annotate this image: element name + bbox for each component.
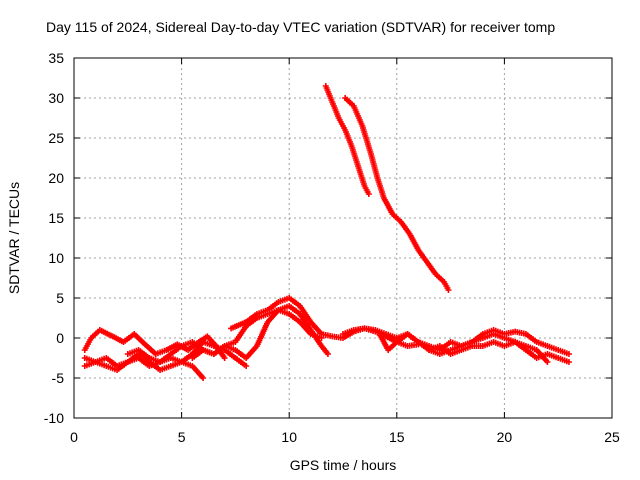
trace-segment [434, 272, 446, 284]
data-point [365, 191, 372, 197]
trace-segment [406, 332, 420, 344]
y-tick-label: 25 [48, 130, 64, 146]
trace-segment [319, 344, 330, 356]
trace-segment [169, 344, 183, 356]
series-arc-9 [426, 331, 551, 365]
trace-segment [425, 260, 438, 276]
data-point [200, 375, 207, 381]
x-tick-label: 25 [604, 429, 620, 445]
series-arc-11 [342, 95, 452, 293]
trace-segment [416, 248, 429, 264]
trace-segment [223, 348, 237, 360]
series-arc-5 [189, 307, 325, 361]
y-tick-label: 35 [48, 50, 64, 66]
y-tick-label: 10 [48, 250, 64, 266]
trace-segment [442, 281, 451, 291]
trace-segment [298, 304, 313, 324]
trace-segment [122, 332, 136, 344]
trace-segment [234, 348, 248, 360]
x-tick-label: 20 [497, 429, 513, 445]
chart-title: Day 115 of 2024, Sidereal Day-to-day VTE… [46, 19, 555, 35]
trace-segment [158, 352, 172, 364]
y-tick-label: 0 [56, 330, 64, 346]
trace-segment [395, 332, 409, 344]
trace-segment [524, 332, 538, 344]
y-tick-label: -5 [52, 370, 65, 386]
x-tick-label: 5 [178, 429, 186, 445]
y-tick-label: 30 [48, 90, 64, 106]
trace-segment [399, 220, 412, 236]
trace-segment [180, 352, 194, 364]
trace-segment [244, 344, 259, 360]
trace-segment [143, 342, 158, 356]
trace-segment [535, 348, 550, 364]
x-axis-label: GPS time / hours [290, 457, 397, 473]
data-point [445, 287, 452, 293]
grid [74, 58, 612, 418]
trace-segment [343, 96, 355, 108]
series-arc-10 [322, 83, 372, 197]
trace-segment [115, 360, 129, 372]
trace-segment [105, 356, 119, 368]
trace-segment [343, 129, 354, 147]
data-point [221, 355, 228, 361]
x-tick-label: 15 [389, 429, 405, 445]
y-axis-label: SDTVAR / TECUs [6, 182, 22, 294]
trace-segment [391, 212, 403, 224]
trace-segment [288, 304, 302, 316]
y-tick-label: 5 [56, 290, 64, 306]
trace-segment [360, 125, 374, 155]
trace-segment [132, 332, 147, 346]
trace-segment [191, 348, 205, 360]
trace-segment [417, 340, 431, 352]
trace-segment [245, 312, 259, 324]
trace-segment [309, 320, 324, 336]
data-point [565, 351, 572, 357]
trace-segment [368, 153, 380, 179]
y-tick-label: -10 [44, 410, 64, 426]
trace-segment [165, 342, 179, 353]
trace-segment [288, 296, 302, 308]
trace-segment [407, 232, 421, 252]
trace-segment [254, 320, 270, 348]
y-tick-label: 15 [48, 210, 64, 226]
data-point [565, 359, 572, 365]
trace-segment [245, 316, 259, 328]
trace-segment [288, 312, 302, 324]
trace-segment [336, 117, 348, 131]
data-point [324, 351, 331, 357]
series-layer [81, 83, 572, 381]
trace-segment [190, 364, 205, 380]
x-tick-label: 10 [281, 429, 297, 445]
trace-segment [298, 312, 313, 332]
trace-segment [111, 334, 125, 345]
plot-frame [73, 57, 613, 419]
trace-segment [266, 300, 280, 312]
trace-segment [351, 105, 365, 127]
y-tick-label: 20 [48, 170, 64, 186]
trace-segment [82, 337, 94, 351]
axis-ticks: -10 -5 0 5 10 15 20 25 30 35 0 5 10 15 20 25 [44, 50, 620, 445]
trace-segment [386, 340, 399, 352]
x-tick-label: 0 [70, 429, 78, 445]
trace-segment [233, 324, 248, 344]
trace-segment [381, 196, 395, 216]
trace-segment [234, 356, 248, 368]
trace-segment [137, 356, 151, 368]
trace-segment [137, 352, 151, 364]
trace-segment [298, 320, 313, 336]
data-point [243, 363, 250, 369]
trace-segment [89, 328, 102, 340]
trace-segment [323, 85, 335, 103]
trace-segment [137, 348, 151, 360]
trace-segment [362, 185, 371, 195]
trace-segment [212, 344, 226, 356]
trace-segment [197, 334, 209, 344]
trace-segment [98, 327, 114, 339]
data-point [544, 359, 551, 365]
trace-segment [524, 348, 538, 360]
